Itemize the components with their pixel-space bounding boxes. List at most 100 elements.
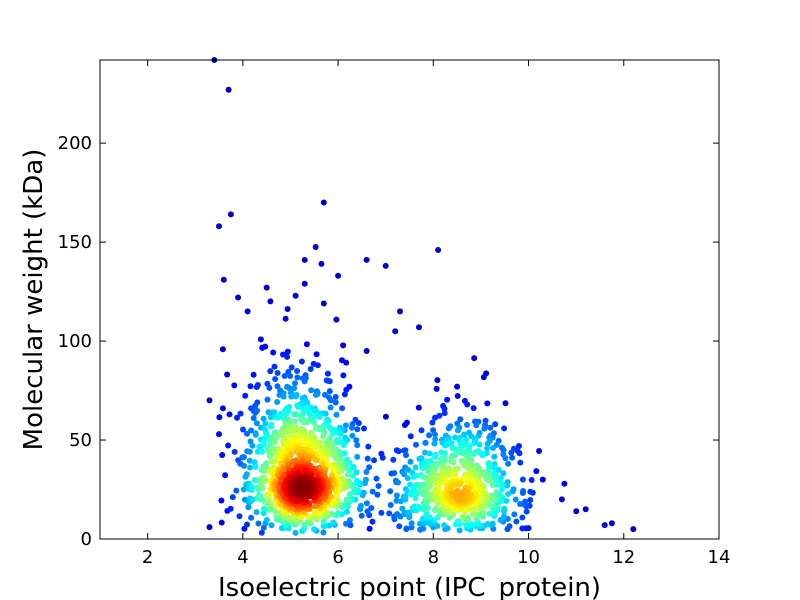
data-point (245, 504, 252, 511)
data-point (262, 343, 269, 350)
data-point (436, 412, 443, 419)
data-point (253, 420, 260, 427)
data-point (320, 433, 327, 440)
data-point (255, 520, 262, 527)
data-point (501, 425, 508, 432)
data-point (227, 211, 234, 218)
data-point (509, 454, 516, 461)
data-point (248, 514, 255, 521)
data-point (292, 529, 299, 536)
data-point (327, 397, 334, 404)
data-point (361, 425, 367, 432)
data-point (454, 427, 461, 434)
data-point (343, 520, 349, 527)
data-point (272, 438, 278, 445)
data-point (240, 454, 247, 461)
data-point (308, 387, 315, 394)
data-point (311, 526, 317, 533)
data-point (402, 447, 409, 454)
data-point (441, 522, 448, 529)
data-point (216, 414, 223, 421)
data-point (354, 442, 361, 449)
data-point (260, 510, 267, 517)
data-point (442, 442, 449, 449)
data-point (216, 431, 222, 438)
data-point (287, 373, 294, 379)
data-point (291, 418, 298, 425)
data-point (249, 484, 256, 491)
data-point (301, 419, 308, 426)
data-point (298, 358, 305, 365)
data-point (420, 525, 427, 532)
data-point (486, 510, 493, 517)
data-point (247, 464, 254, 471)
data-point (259, 448, 265, 455)
data-point (339, 405, 346, 412)
data-point (249, 442, 256, 449)
data-point (284, 306, 291, 312)
data-point (252, 402, 259, 409)
data-point (289, 515, 296, 521)
data-point (473, 422, 480, 429)
data-point (445, 425, 452, 432)
data-point (382, 413, 389, 420)
data-point (392, 328, 399, 335)
data-point (242, 392, 249, 399)
data-point (244, 521, 250, 528)
data-point (248, 427, 255, 434)
data-point (311, 407, 318, 414)
data-point (363, 348, 370, 354)
data-point (505, 460, 512, 467)
data-point (363, 500, 370, 507)
data-point (539, 476, 546, 483)
data-point (311, 509, 318, 516)
data-point (517, 459, 524, 466)
data-point (490, 445, 496, 451)
data-point (310, 419, 317, 426)
data-point (408, 520, 415, 527)
data-point (271, 409, 278, 416)
data-point (436, 511, 443, 518)
data-point (427, 483, 434, 490)
data-point (470, 440, 477, 447)
data-point (247, 383, 254, 390)
data-point (387, 502, 394, 508)
data-point (231, 382, 238, 389)
data-point (533, 468, 540, 475)
data-point (268, 423, 274, 430)
data-point (369, 488, 376, 495)
data-point (422, 439, 429, 446)
data-point (484, 521, 491, 527)
data-point (415, 404, 422, 411)
data-point (426, 519, 433, 526)
data-point (206, 524, 213, 531)
data-point (323, 461, 330, 468)
data-point (332, 399, 339, 406)
data-point (536, 448, 543, 454)
data-point (354, 453, 361, 460)
data-point (301, 280, 308, 287)
data-point (326, 388, 333, 395)
data-point (342, 422, 349, 429)
data-point (479, 452, 486, 459)
data-point (335, 510, 341, 516)
data-point (373, 475, 380, 482)
data-point (457, 416, 464, 423)
data-point (340, 372, 347, 379)
data-point (405, 509, 412, 516)
data-point (395, 479, 401, 486)
data-point (378, 509, 385, 516)
data-point (233, 487, 240, 494)
data-point (294, 374, 301, 381)
data-point (505, 491, 512, 497)
data-point (457, 492, 464, 499)
data-point (365, 443, 372, 450)
data-point (343, 496, 350, 503)
data-point (344, 471, 351, 478)
data-point (495, 466, 502, 473)
data-point (307, 366, 314, 372)
data-point (225, 442, 232, 449)
data-point (491, 453, 498, 460)
data-point (243, 471, 250, 478)
data-point (528, 477, 535, 483)
